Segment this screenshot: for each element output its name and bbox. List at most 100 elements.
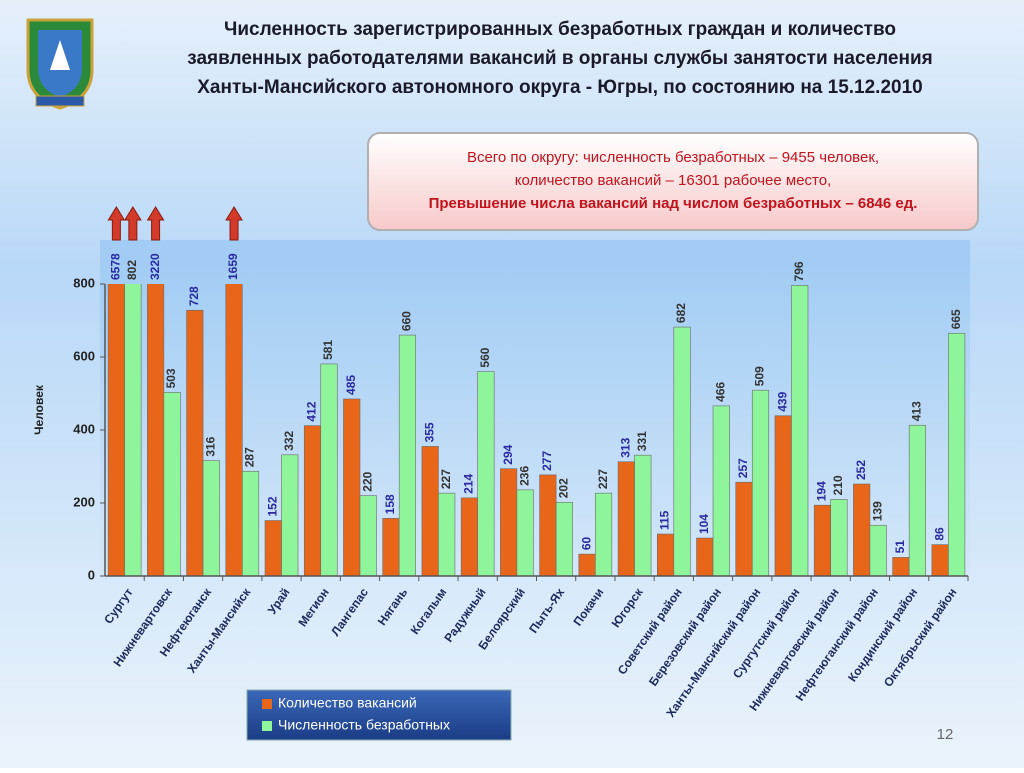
- value-label: 115: [658, 510, 672, 530]
- value-label: 3220: [148, 253, 162, 280]
- value-label: 509: [753, 366, 767, 386]
- value-label: 220: [360, 471, 374, 491]
- value-label: 665: [949, 309, 963, 329]
- value-label: 728: [187, 286, 201, 306]
- bar: [343, 398, 361, 577]
- value-label: 257: [736, 458, 750, 478]
- value-label: 413: [910, 401, 924, 421]
- legend: [246, 689, 512, 741]
- summary-line: Всего по округу: численность безработных…: [467, 149, 879, 166]
- bar: [948, 332, 966, 577]
- summary-box: [367, 132, 979, 231]
- bar: [320, 363, 338, 577]
- value-label: 294: [501, 444, 515, 464]
- bar: [500, 468, 518, 577]
- y-tick-label: 600: [73, 348, 95, 363]
- value-label: 214: [462, 474, 476, 494]
- bar: [617, 461, 635, 577]
- bar: [853, 483, 871, 577]
- value-label: 682: [674, 303, 688, 323]
- bar: [398, 334, 417, 577]
- bars: [107, 284, 966, 577]
- value-label: 51: [893, 540, 907, 554]
- bar: [539, 474, 557, 577]
- title-line: Ханты-Мансийского автономного округа - Ю…: [197, 77, 922, 98]
- bar: [813, 504, 832, 577]
- bar: [359, 495, 377, 577]
- value-label: 202: [557, 478, 571, 498]
- value-label: 152: [265, 496, 279, 516]
- bar: [264, 520, 282, 577]
- y-tick-label: 200: [73, 494, 95, 509]
- bar: [163, 392, 181, 577]
- value-label: 104: [697, 514, 711, 534]
- bar: [735, 481, 753, 577]
- bar: [830, 499, 848, 577]
- value-label: 485: [344, 375, 358, 395]
- bar: [595, 492, 613, 577]
- bar: [869, 524, 887, 577]
- value-label: 660: [400, 311, 414, 331]
- value-label: 439: [775, 391, 789, 411]
- page-number: 12: [937, 726, 954, 743]
- value-label: 560: [478, 347, 492, 367]
- bar: [696, 537, 714, 577]
- overflow-arrow: [225, 206, 243, 241]
- summary-line: количество вакансий – 16301 рабочее мест…: [515, 172, 832, 189]
- y-tick-label: 400: [73, 421, 95, 436]
- value-label: 316: [203, 436, 217, 456]
- overflow-arrow: [146, 206, 165, 241]
- value-label: 60: [579, 536, 593, 550]
- bar: [555, 501, 573, 577]
- bar: [712, 405, 730, 577]
- bar: [751, 389, 770, 577]
- value-label: 287: [243, 447, 257, 467]
- bar: [931, 544, 949, 577]
- legend-label: Количество вакансий: [278, 695, 417, 711]
- bar: [186, 309, 204, 577]
- value-label: 355: [422, 422, 436, 442]
- value-label: 796: [792, 261, 806, 281]
- value-label: 252: [854, 460, 868, 480]
- emblem: [26, 18, 94, 110]
- value-label: 466: [713, 382, 727, 402]
- bar: [421, 446, 439, 577]
- bar: [656, 533, 675, 577]
- y-tick-label: 0: [88, 567, 95, 582]
- bar: [634, 454, 652, 577]
- bar: [460, 497, 478, 577]
- value-label: 331: [635, 431, 649, 451]
- value-label: 86: [932, 527, 946, 541]
- y-tick-label: 800: [73, 275, 95, 290]
- legend-label: Численность безработных: [278, 717, 450, 733]
- bar: [241, 470, 260, 577]
- value-label: 581: [321, 340, 335, 360]
- bar: [477, 371, 495, 577]
- bar: [303, 425, 322, 577]
- value-label: 194: [815, 481, 829, 501]
- overflow-arrow: [123, 206, 142, 241]
- value-label: 503: [164, 368, 178, 388]
- value-label: 412: [305, 401, 319, 421]
- bar: [578, 553, 596, 577]
- value-label: 313: [618, 437, 632, 457]
- legend-swatch: [262, 699, 272, 709]
- value-label: 802: [125, 260, 139, 280]
- bar: [892, 557, 910, 577]
- value-label: 277: [540, 451, 554, 471]
- value-label: 227: [439, 469, 453, 489]
- bar: [438, 492, 456, 577]
- value-label: 236: [517, 466, 531, 486]
- bar: [908, 424, 926, 577]
- bar: [124, 284, 142, 577]
- bar: [774, 415, 792, 577]
- bar: [673, 326, 691, 577]
- overflow-arrow: [107, 206, 126, 241]
- bar: [281, 454, 299, 577]
- value-label: 139: [870, 501, 884, 521]
- bar: [202, 460, 220, 577]
- bar: [791, 285, 809, 577]
- title-line: Численность зарегистрированных безработн…: [224, 19, 896, 40]
- bar: [516, 489, 534, 577]
